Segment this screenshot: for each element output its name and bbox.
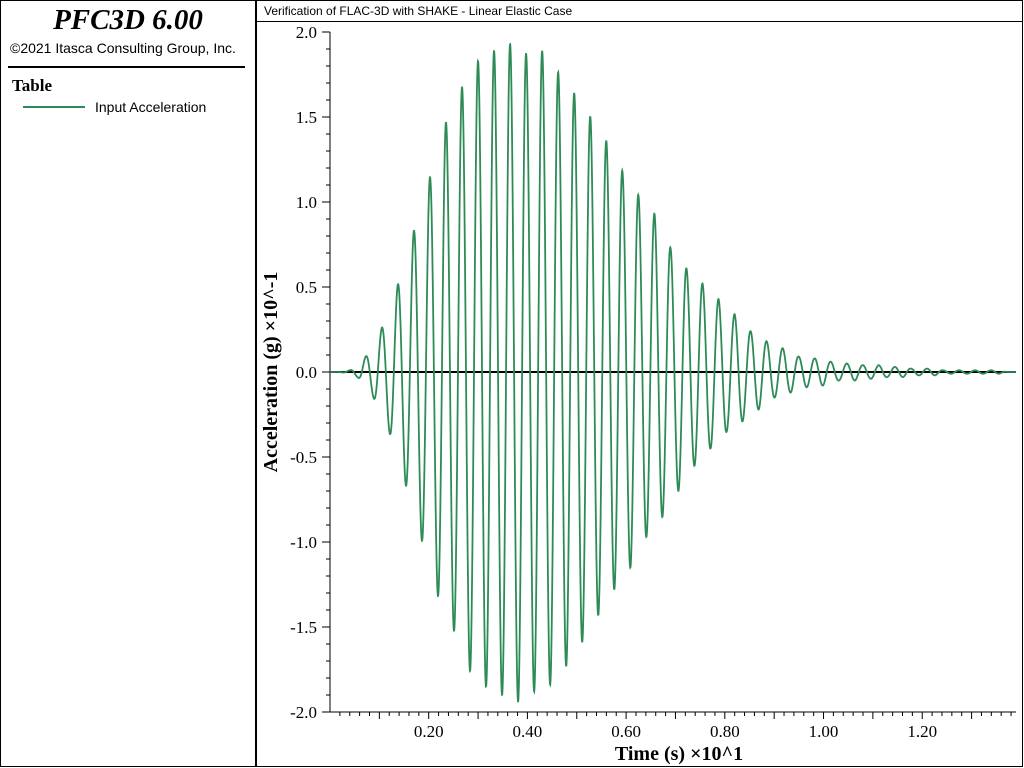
y-tick-label: -2.0 xyxy=(290,703,317,722)
x-tick-label: 0.40 xyxy=(513,722,543,741)
x-axis: 0.20 0.40 0.60 0.80 1.00 1.20 xyxy=(330,711,1016,741)
legend-heading: Table xyxy=(12,76,53,95)
plot-panel xyxy=(256,0,1023,767)
legend-panel xyxy=(0,0,256,767)
y-axis: 2.0 1.5 1.0 0.5 0.0 -0.5 -1.0 -1.5 -2.0 xyxy=(290,23,331,722)
x-tick-label: 1.20 xyxy=(907,722,937,741)
series-group xyxy=(330,42,1016,703)
y-axis-label: Acceleration (g) ×10^-1 xyxy=(260,272,282,473)
legend-label-input-acceleration: Input Acceleration xyxy=(95,99,207,115)
y-tick-label: -1.5 xyxy=(290,618,317,637)
y-tick-label: 0.0 xyxy=(296,363,317,382)
legend-swatch-input-acceleration xyxy=(23,106,85,108)
y-tick-label: 2.0 xyxy=(296,23,317,42)
x-axis-label: Time (s) ×10^1 xyxy=(615,743,743,765)
x-tick-label: 1.00 xyxy=(809,722,839,741)
app-title: PFC3D 6.00 xyxy=(53,4,203,36)
x-tick-label: 0.60 xyxy=(611,722,641,741)
plot-title-divider xyxy=(256,21,1023,22)
copyright-text: ©2021 Itasca Consulting Group, Inc. xyxy=(10,40,236,56)
y-tick-label: 1.0 xyxy=(296,193,317,212)
y-tick-label: -0.5 xyxy=(290,448,317,467)
x-tick-label: 0.20 xyxy=(414,722,444,741)
legend-divider xyxy=(8,66,245,68)
y-tick-label: 0.5 xyxy=(296,278,317,297)
plot-title: Verification of FLAC-3D with SHAKE - Lin… xyxy=(264,4,573,18)
y-tick-label: -1.0 xyxy=(290,533,317,552)
x-tick-label: 0.80 xyxy=(710,722,740,741)
series-line-input-acceleration xyxy=(330,42,1016,703)
y-tick-label: 1.5 xyxy=(296,108,317,127)
